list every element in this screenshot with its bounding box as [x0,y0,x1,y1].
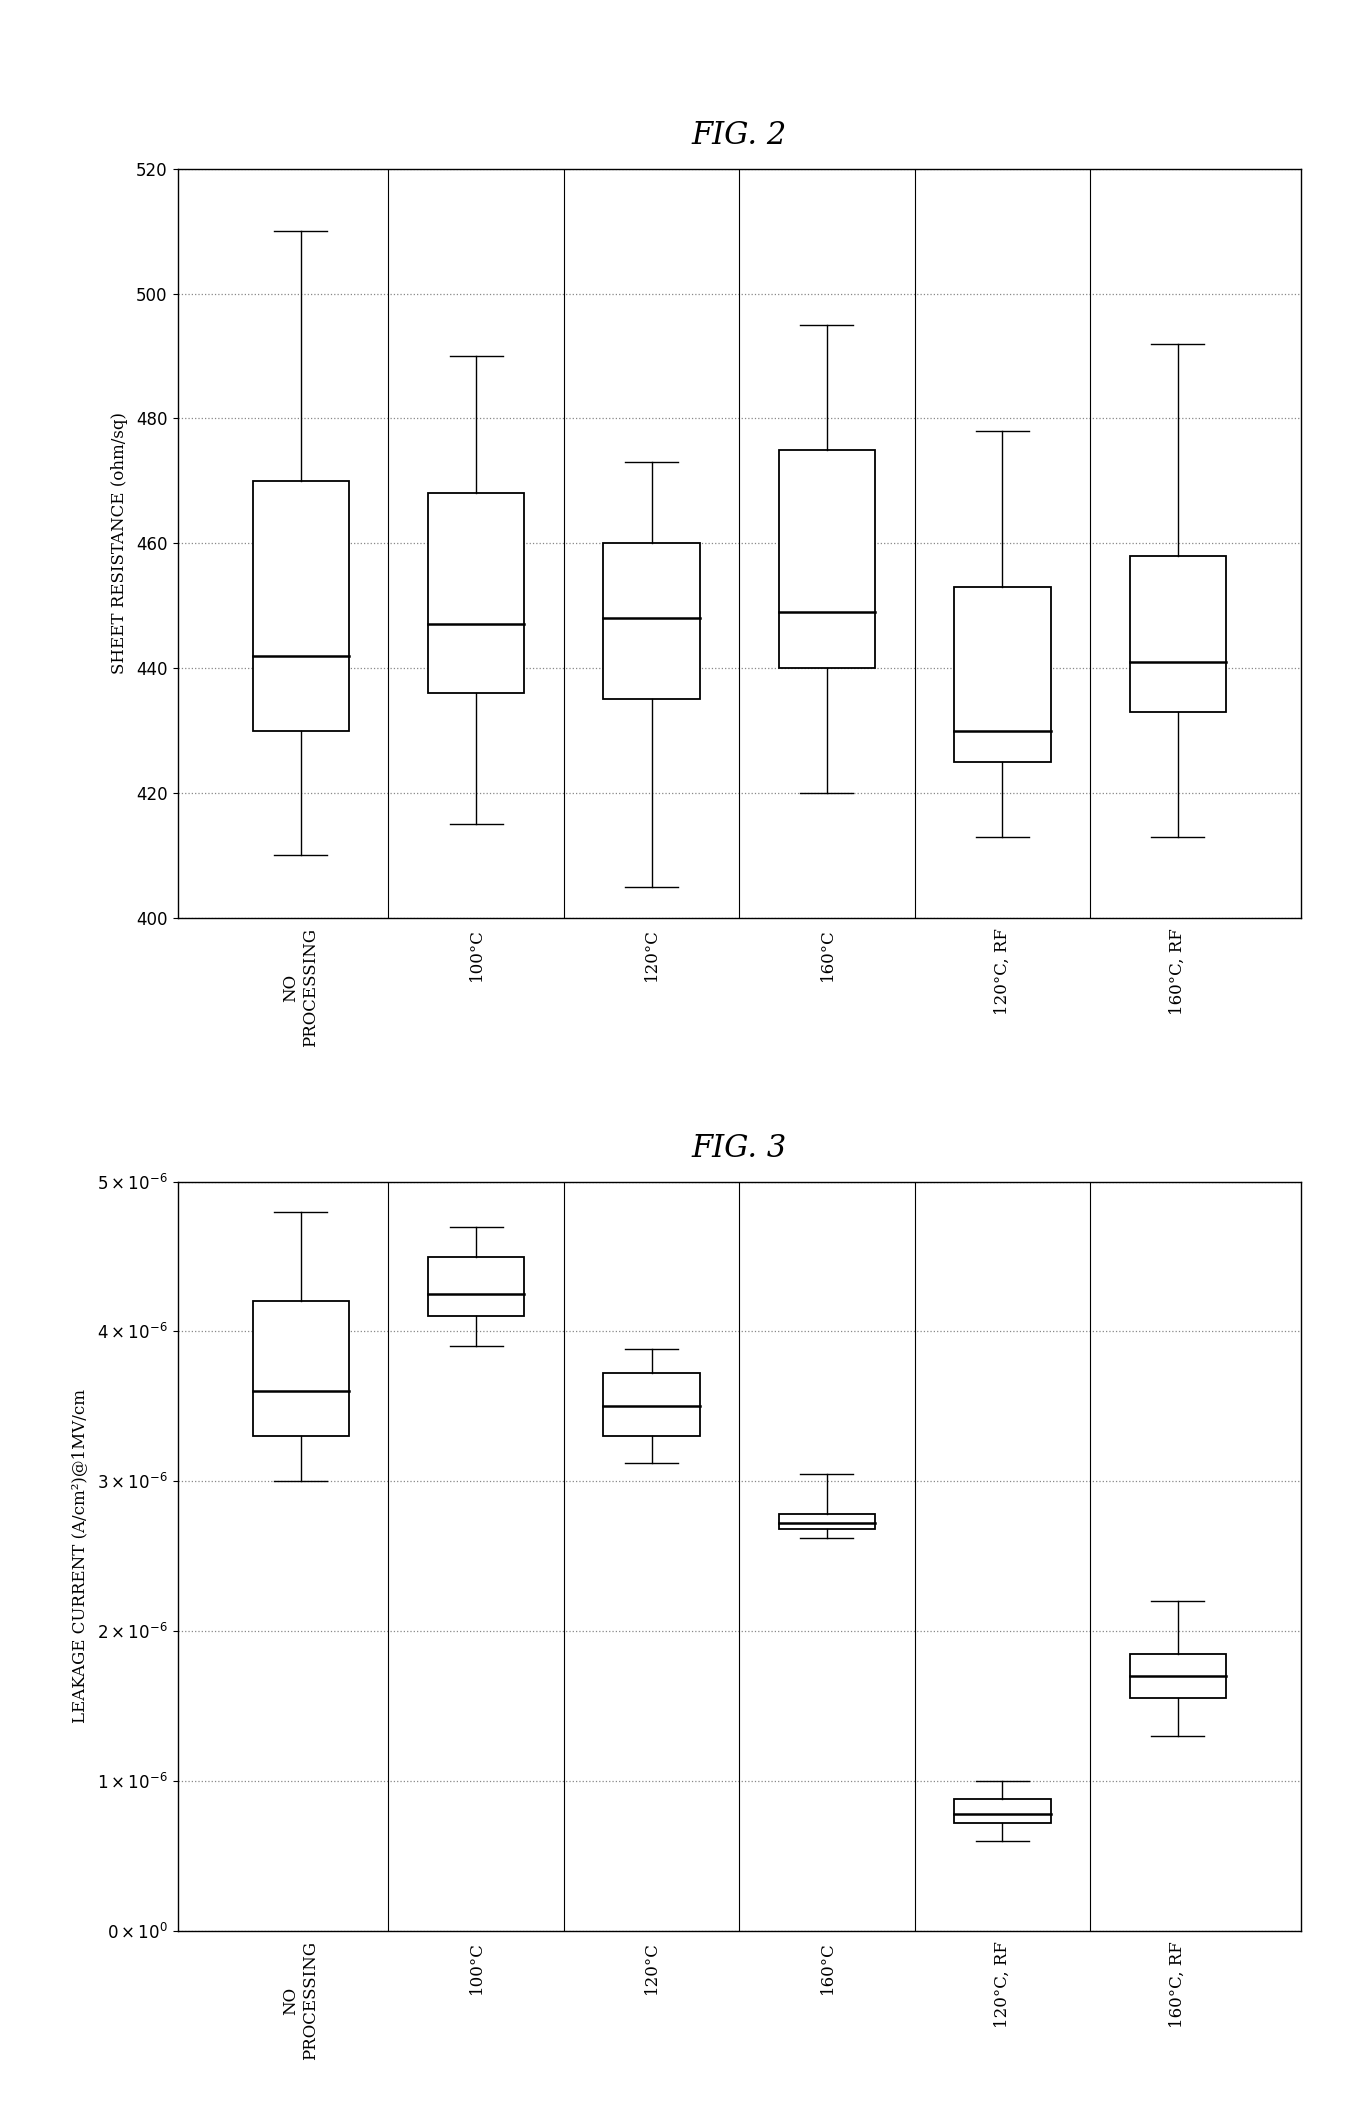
Bar [604,1374,700,1437]
Bar [1129,555,1227,711]
Bar [428,494,524,694]
Y-axis label: LEAKAGE CURRENT (A/cm²)@1MV/cm: LEAKAGE CURRENT (A/cm²)@1MV/cm [71,1388,89,1724]
Y-axis label: SHEET RESISTANCE (ohm/sq): SHEET RESISTANCE (ohm/sq) [111,411,127,675]
Bar [604,544,700,698]
Title: FIG. 3: FIG. 3 [691,1133,787,1163]
Bar [252,1302,349,1437]
Bar [779,1515,875,1530]
Bar [779,449,875,669]
Bar [428,1255,524,1317]
Bar [954,587,1050,762]
Bar [954,1800,1050,1823]
Bar [1129,1654,1227,1699]
Bar [252,481,349,730]
Title: FIG. 2: FIG. 2 [691,120,787,150]
